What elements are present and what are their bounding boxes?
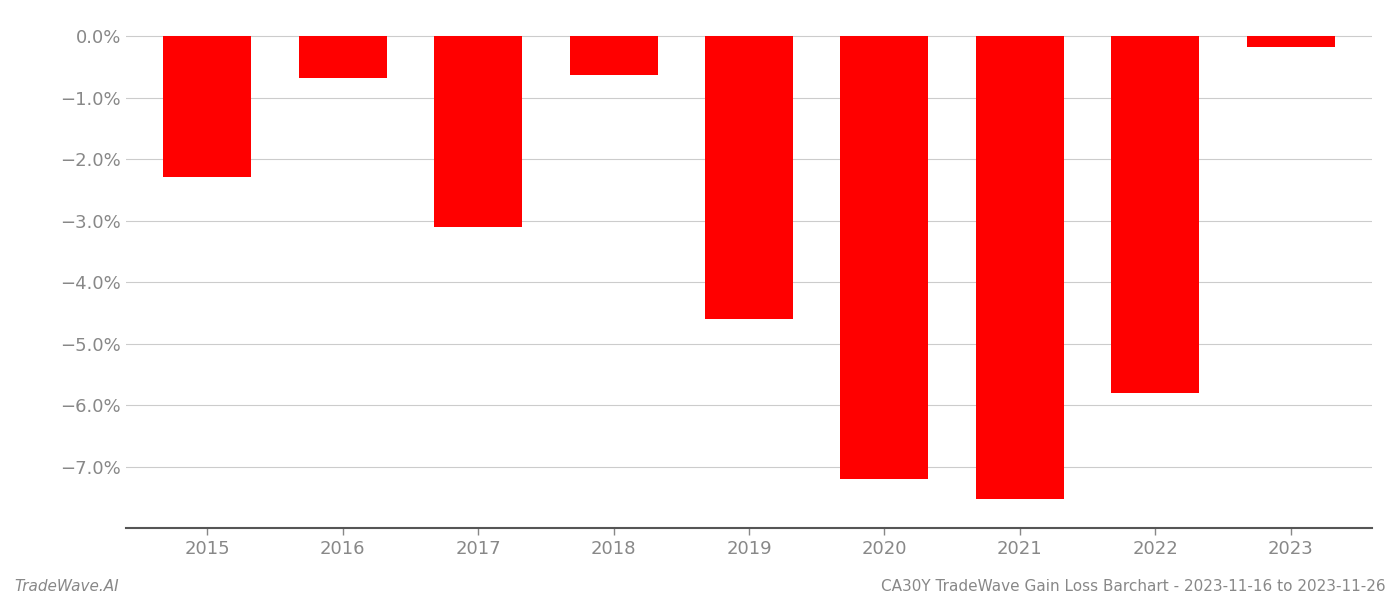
- Bar: [976, 37, 1064, 499]
- Text: CA30Y TradeWave Gain Loss Barchart - 2023-11-16 to 2023-11-26: CA30Y TradeWave Gain Loss Barchart - 202…: [882, 579, 1386, 594]
- Bar: [1112, 37, 1200, 393]
- Text: TradeWave.AI: TradeWave.AI: [14, 579, 119, 594]
- Bar: [840, 37, 928, 479]
- Bar: [164, 37, 251, 176]
- Bar: [298, 37, 386, 78]
- Bar: [1247, 37, 1334, 47]
- Bar: [570, 37, 658, 74]
- Bar: [434, 37, 522, 227]
- Bar: [706, 37, 792, 319]
